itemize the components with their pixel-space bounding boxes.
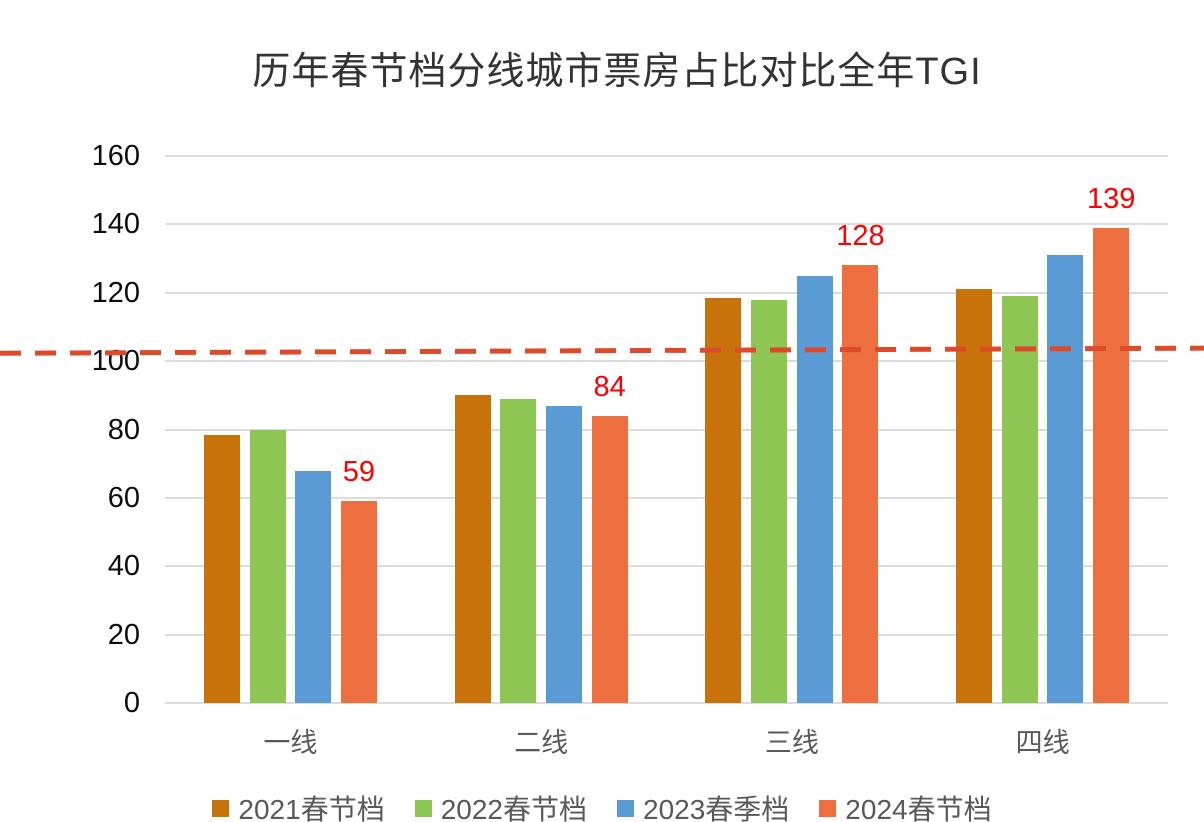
bar <box>203 434 240 703</box>
legend-item-label: 2023春季档 <box>643 794 790 822</box>
series-data-label: 84 <box>593 370 626 403</box>
legend: 2021春节档 2022春节档 2023春季档 2024春节档 <box>0 788 1204 822</box>
gridline <box>165 428 1168 431</box>
bar <box>295 470 332 703</box>
bar <box>591 415 628 703</box>
x-axis-category-label: 四线 <box>1015 728 1070 758</box>
x-axis-category-label: 二线 <box>514 728 569 758</box>
y-axis-tick-label: 120 <box>91 276 140 309</box>
legend-item: 2024春节档 <box>819 788 992 822</box>
bar <box>454 395 491 703</box>
y-axis-tick-label: 160 <box>91 140 140 172</box>
legend-item: 2023春季档 <box>617 788 789 822</box>
legend-swatch-icon <box>819 799 837 817</box>
bar <box>1047 255 1084 703</box>
y-axis-tick-label: 0 <box>123 687 140 719</box>
bar <box>1001 296 1038 703</box>
legend-swatch-icon <box>414 799 432 817</box>
y-axis-tick-label: 140 <box>91 208 140 241</box>
y-axis-tick-label: 20 <box>107 618 140 651</box>
bar <box>842 265 879 703</box>
bar <box>340 501 377 703</box>
chart-title: 历年春节档分线城市票房占比对比全年TGI <box>252 51 982 93</box>
series-data-label: 139 <box>1086 182 1136 215</box>
gridline <box>165 360 1168 363</box>
bar <box>249 429 286 703</box>
gridline <box>165 702 1168 704</box>
gridline <box>165 496 1168 499</box>
legend-swatch-icon <box>212 799 230 817</box>
y-axis-tick-label: 100 <box>91 345 140 378</box>
gridline <box>165 155 1168 157</box>
series-data-label: 128 <box>836 220 885 253</box>
gridline <box>165 633 1168 636</box>
bar <box>500 398 537 703</box>
bar <box>545 405 582 703</box>
x-axis-category-label: 三线 <box>764 728 819 758</box>
gridline <box>165 565 1168 568</box>
bar <box>956 289 993 703</box>
legend-item-label: 2021春节档 <box>238 794 385 822</box>
bar <box>796 275 833 703</box>
y-axis-tick-label: 60 <box>107 481 140 514</box>
bar <box>1093 227 1130 703</box>
gridline <box>165 291 1168 294</box>
bar <box>705 297 742 703</box>
x-axis-category-label: 一线 <box>263 728 318 758</box>
series-data-label: 59 <box>342 456 376 489</box>
bar <box>751 299 788 703</box>
legend-item: 2022春节档 <box>414 788 587 822</box>
legend-item: 2021春节档 <box>212 788 385 822</box>
legend-item-label: 2022春节档 <box>440 794 587 822</box>
legend-swatch-icon <box>617 799 634 817</box>
y-axis-tick-label: 40 <box>107 550 140 583</box>
gridline <box>165 223 1168 226</box>
legend-item-label: 2024春节档 <box>845 794 992 822</box>
y-axis-tick-label: 80 <box>107 413 140 446</box>
